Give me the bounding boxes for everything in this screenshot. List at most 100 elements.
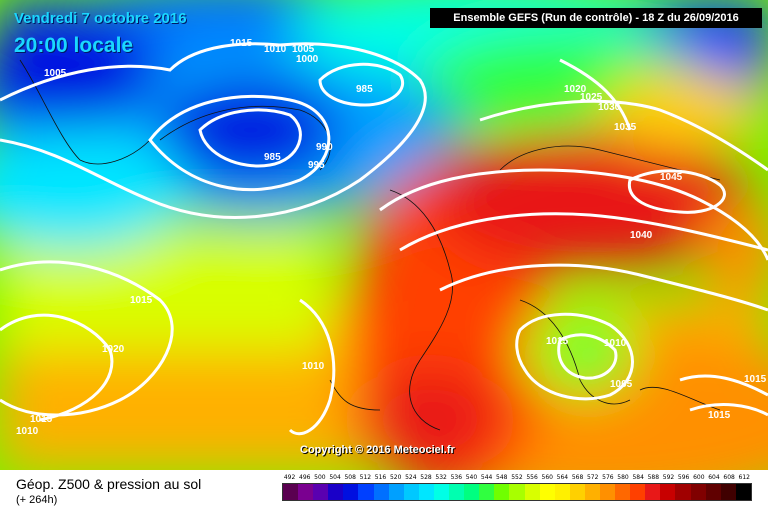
scale-label: 504: [329, 474, 341, 481]
scale-label: 608: [723, 474, 735, 481]
isobar-label: 1010: [264, 44, 287, 55]
geopotential-field: 1015 1010 1005 1000 985 985 990 995 1005…: [0, 0, 768, 470]
isobar-label: 1035: [614, 122, 637, 133]
isobar-label: 1010: [16, 426, 39, 437]
scale-label: 596: [677, 474, 690, 481]
scale-swatch: [720, 484, 736, 500]
scale-label: 576: [602, 474, 614, 481]
isobar-label: 1030: [598, 102, 621, 113]
scale-swatch: [645, 484, 661, 500]
scale-label: 552: [511, 474, 523, 481]
scale-label: 580: [617, 474, 629, 481]
scale-label: 588: [647, 474, 660, 481]
scale-swatch: [298, 484, 314, 500]
scale-swatch: [524, 484, 540, 500]
isobar-labels: 1015 1010 1005 1000 985 985 990 995 1005…: [16, 38, 767, 437]
scale-swatch: [433, 484, 450, 500]
scale-label: 564: [556, 474, 569, 481]
scale-label: 556: [526, 474, 538, 481]
isobar-label: 1000: [296, 54, 319, 65]
color-scale-bar: [282, 483, 752, 501]
scale-label: 496: [299, 474, 311, 481]
scale-label: 492: [283, 474, 296, 481]
scale-swatch: [373, 484, 389, 500]
scale-swatch: [509, 484, 525, 500]
forecast-lead-time: (+ 264h): [16, 494, 58, 506]
isobar-label: 1015: [708, 410, 731, 421]
scale-label: 568: [571, 474, 584, 481]
isobar-label: 1010: [302, 361, 325, 372]
scale-swatch: [358, 484, 374, 500]
isobar-label: 985: [264, 152, 281, 163]
scale-label: 592: [662, 474, 675, 481]
scale-label: 512: [359, 474, 372, 481]
scale-swatch: [313, 484, 329, 500]
scale-label: 604: [708, 474, 720, 481]
scale-label: 548: [496, 474, 508, 481]
isobar-label: 1010: [604, 338, 627, 349]
isobar-label: 1020: [564, 84, 587, 95]
scale-label: 612: [738, 474, 750, 481]
scale-label: 508: [344, 474, 356, 481]
scale-label: 540: [465, 474, 478, 481]
isobar-label: 1015: [30, 414, 53, 425]
scale-swatch: [479, 484, 495, 500]
scale-label: 524: [405, 474, 417, 481]
scale-swatch: [705, 484, 721, 500]
scale-swatch: [418, 484, 434, 500]
isobar-label: 1005: [292, 44, 315, 55]
map-title: Géop. Z500 & pression au sol: [16, 476, 202, 492]
scale-label: 516: [374, 474, 387, 481]
scale-swatch: [630, 484, 646, 500]
forecast-date: Vendredi 7 octobre 2016: [14, 10, 187, 27]
scale-label: 500: [314, 474, 326, 481]
isobar-label: 1005: [610, 379, 633, 390]
isobar-label: 995: [308, 160, 325, 171]
scale-swatch: [283, 484, 299, 500]
scale-label: 600: [693, 474, 705, 481]
scale-swatch: [660, 484, 676, 500]
isobar-label: 1015: [230, 38, 253, 49]
isobar-label: 1020: [102, 344, 125, 355]
isobar-label: 1015: [546, 336, 569, 347]
scale-swatch: [539, 484, 555, 500]
map-footer: Géop. Z500 & pression au sol (+ 264h) 49…: [0, 470, 768, 512]
run-info-banner: Ensemble GEFS (Run de contrôle) - 18 Z d…: [430, 8, 762, 28]
scale-label: 544: [480, 474, 493, 481]
isobar-label: 985: [356, 84, 373, 95]
isobar-label: 1045: [660, 172, 683, 183]
weather-map: 1015 1010 1005 1000 985 985 990 995 1005…: [0, 0, 768, 470]
forecast-time: 20:00 locale: [14, 34, 134, 57]
scale-swatch: [403, 484, 419, 500]
isobar-label: 1015: [744, 374, 767, 385]
scale-swatch: [343, 484, 359, 500]
copyright-notice: Copyright © 2016 Meteociel.fr: [300, 444, 455, 456]
scale-swatch: [464, 484, 480, 500]
scale-label: 528: [420, 474, 432, 481]
color-scale-legend: 492 496 500 504 508 512 516 520 524 528 532 536 540 5…: [282, 474, 752, 501]
scale-swatch: [449, 484, 465, 500]
isobar-label: 1040: [630, 230, 653, 241]
scale-swatch: [494, 484, 510, 500]
scale-swatch: [675, 484, 691, 500]
isobar-label: 1025: [580, 92, 603, 103]
isobars: [0, 42, 768, 436]
scale-label: 520: [389, 474, 402, 481]
scale-swatch: [328, 484, 344, 500]
scale-swatch: [690, 484, 706, 500]
scale-label: 536: [450, 474, 463, 481]
scale-swatch: [569, 484, 585, 500]
scale-swatch: [554, 484, 570, 500]
scale-label: 532: [435, 474, 447, 481]
scale-swatch: [615, 484, 631, 500]
color-scale-labels: 492 496 500 504 508 512 516 520 524 528 532 536 540 5…: [282, 474, 752, 481]
scale-label: 560: [541, 474, 553, 481]
scale-swatch: [388, 484, 404, 500]
isobar-label: 1015: [130, 295, 153, 306]
scale-swatch: [584, 484, 600, 500]
scale-label: 572: [586, 474, 599, 481]
scale-label: 584: [632, 474, 644, 481]
scale-swatch: [599, 484, 616, 500]
isobar-label: 1005: [44, 68, 67, 79]
isobar-label: 990: [316, 142, 333, 153]
